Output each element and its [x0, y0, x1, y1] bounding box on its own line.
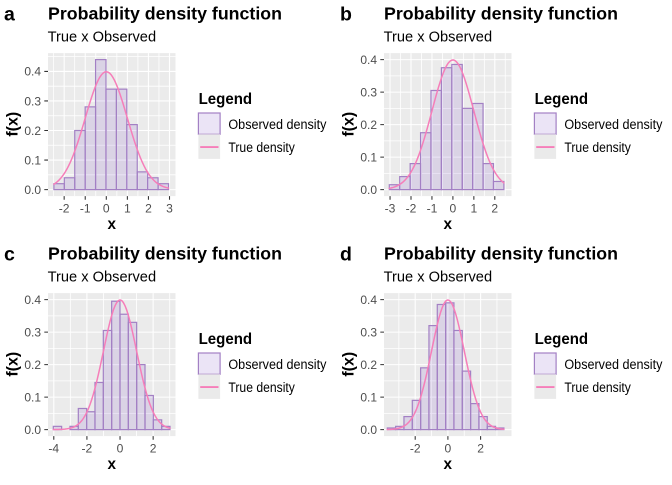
svg-text:Legend: Legend: [535, 91, 589, 108]
svg-text:2: 2: [145, 202, 152, 216]
svg-text:1: 1: [124, 202, 131, 216]
svg-text:Legend: Legend: [199, 91, 253, 108]
svg-text:1: 1: [470, 202, 477, 216]
svg-text:-2: -2: [410, 442, 421, 456]
svg-text:-1: -1: [80, 202, 91, 216]
svg-text:-1: -1: [427, 202, 438, 216]
svg-text:3: 3: [166, 202, 173, 216]
svg-text:a: a: [4, 4, 15, 26]
svg-text:0.2: 0.2: [360, 358, 377, 372]
svg-text:-3: -3: [385, 202, 396, 216]
svg-text:0.3: 0.3: [24, 325, 41, 339]
svg-text:0.0: 0.0: [24, 183, 41, 197]
svg-text:0.0: 0.0: [360, 183, 377, 197]
svg-text:0: 0: [450, 202, 457, 216]
svg-text:f(x): f(x): [341, 112, 358, 137]
svg-text:d: d: [340, 244, 352, 266]
svg-text:b: b: [340, 4, 352, 26]
svg-text:Legend: Legend: [535, 331, 589, 348]
svg-text:True x Observed: True x Observed: [384, 29, 493, 46]
svg-text:0.4: 0.4: [360, 53, 377, 67]
svg-text:Observed density: Observed density: [564, 117, 662, 132]
svg-text:2: 2: [477, 442, 484, 456]
svg-text:-4: -4: [48, 442, 59, 456]
svg-text:Observed density: Observed density: [228, 357, 326, 372]
svg-text:Probability density function: Probability density function: [384, 5, 618, 24]
svg-text:0.2: 0.2: [24, 124, 41, 138]
svg-text:0.2: 0.2: [360, 118, 377, 132]
svg-text:0.4: 0.4: [24, 293, 41, 307]
svg-text:Probability density function: Probability density function: [384, 245, 618, 264]
svg-text:x: x: [444, 456, 453, 473]
svg-text:2: 2: [150, 442, 157, 456]
svg-text:x: x: [108, 456, 117, 473]
svg-text:0.3: 0.3: [360, 85, 377, 99]
svg-text:Legend: Legend: [199, 331, 253, 348]
svg-text:True density: True density: [564, 380, 631, 395]
svg-text:0.4: 0.4: [24, 65, 41, 79]
svg-text:0.0: 0.0: [360, 423, 377, 437]
svg-text:0.1: 0.1: [360, 390, 377, 404]
svg-text:0: 0: [445, 442, 452, 456]
svg-text:True x Observed: True x Observed: [48, 29, 157, 46]
svg-text:0.3: 0.3: [360, 325, 377, 339]
svg-text:True x Observed: True x Observed: [384, 269, 493, 286]
svg-text:0.2: 0.2: [24, 358, 41, 372]
svg-text:f(x): f(x): [5, 352, 22, 377]
svg-text:-2: -2: [59, 202, 70, 216]
svg-text:True density: True density: [564, 140, 631, 155]
svg-text:0.4: 0.4: [360, 293, 377, 307]
svg-text:0.0: 0.0: [24, 423, 41, 437]
svg-text:c: c: [4, 244, 15, 266]
svg-text:0.3: 0.3: [24, 94, 41, 108]
svg-text:x: x: [108, 216, 117, 233]
svg-text:0: 0: [117, 442, 124, 456]
svg-text:f(x): f(x): [5, 112, 22, 137]
svg-text:0.1: 0.1: [24, 390, 41, 404]
svg-text:Probability density function: Probability density function: [48, 5, 282, 24]
svg-text:x: x: [444, 216, 453, 233]
svg-text:Observed density: Observed density: [564, 357, 662, 372]
svg-text:0.1: 0.1: [24, 153, 41, 167]
svg-text:2: 2: [491, 202, 498, 216]
svg-text:True x Observed: True x Observed: [48, 269, 157, 286]
svg-text:-2: -2: [406, 202, 417, 216]
svg-text:True density: True density: [228, 140, 295, 155]
svg-text:Observed density: Observed density: [228, 117, 326, 132]
svg-text:-2: -2: [82, 442, 93, 456]
svg-text:0: 0: [103, 202, 110, 216]
svg-text:True density: True density: [228, 380, 295, 395]
svg-text:0.1: 0.1: [360, 150, 377, 164]
svg-text:Probability density function: Probability density function: [48, 245, 282, 264]
svg-text:f(x): f(x): [341, 352, 358, 377]
